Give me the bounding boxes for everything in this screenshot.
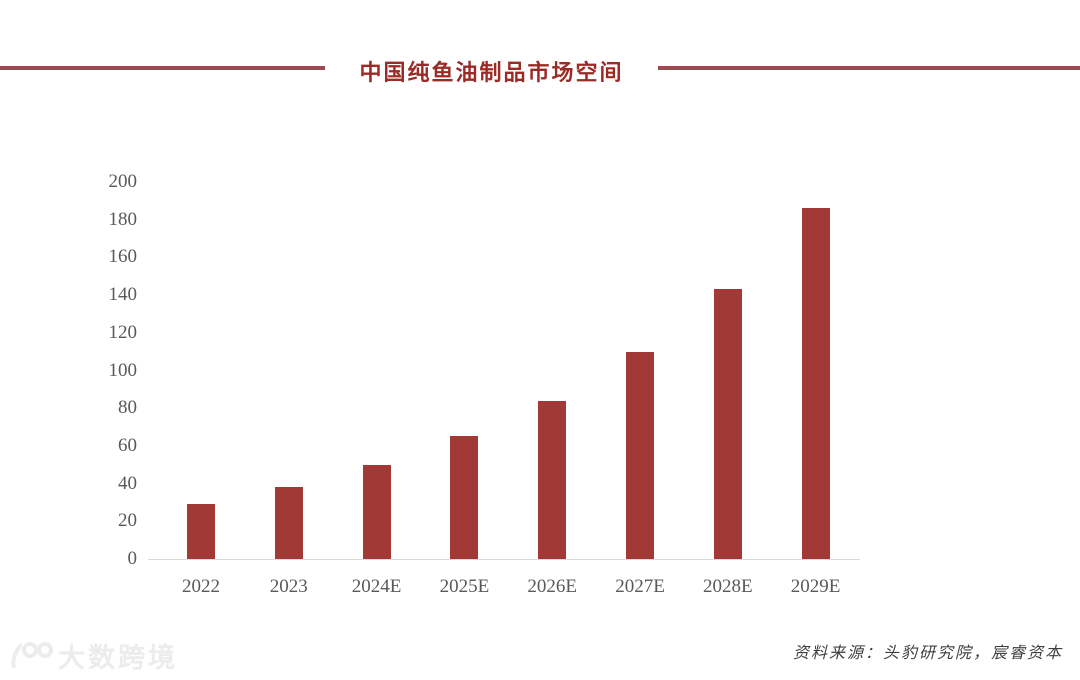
- y-tick-label: 180: [108, 208, 138, 230]
- y-tick-label: 160: [108, 246, 138, 268]
- x-tick-label: 2023: [269, 576, 308, 597]
- bar-2022: [187, 504, 215, 559]
- y-tick-label: 100: [108, 359, 138, 381]
- x-tick-label: 2026E: [527, 576, 577, 597]
- y-tick-label: 60: [118, 434, 137, 456]
- watermark-100-icon: [11, 641, 53, 668]
- bar-2027E: [626, 351, 654, 559]
- y-tick-label: 200: [108, 171, 138, 192]
- y-tick-label: 20: [118, 510, 137, 532]
- watermark-logo: 大数跨境: [8, 636, 178, 675]
- y-tick-label: 0: [127, 548, 138, 569]
- y-tick-label: 40: [118, 472, 137, 494]
- x-tick-label: 2022: [182, 576, 220, 597]
- x-tick-label: 2024E: [351, 576, 402, 597]
- bar-2025E: [450, 436, 479, 559]
- x-tick-label: 2029E: [790, 576, 841, 597]
- bar-2024E: [362, 464, 391, 559]
- y-tick-label: 120: [108, 321, 138, 343]
- x-tick-label: 2027E: [615, 576, 665, 597]
- x-tick-label: 2025E: [439, 576, 490, 597]
- x-tick-label: 2028E: [702, 576, 753, 597]
- page-title: 中国纯鱼油制品市场空间: [359, 60, 624, 85]
- x-axis-line: [148, 559, 860, 560]
- bar-2028E: [713, 289, 742, 559]
- y-tick-label: 140: [108, 284, 138, 306]
- watermark-text: 大数跨境: [58, 643, 178, 673]
- bar-2023: [274, 487, 303, 559]
- source-note: 资料来源：头豹研究院，宸睿资本: [792, 645, 1063, 662]
- header-rule-right: [658, 66, 1080, 70]
- y-tick-label: 80: [118, 397, 137, 419]
- bar-2026E: [538, 400, 567, 559]
- bar-2029E: [801, 208, 830, 559]
- header-rule-left: [0, 66, 325, 70]
